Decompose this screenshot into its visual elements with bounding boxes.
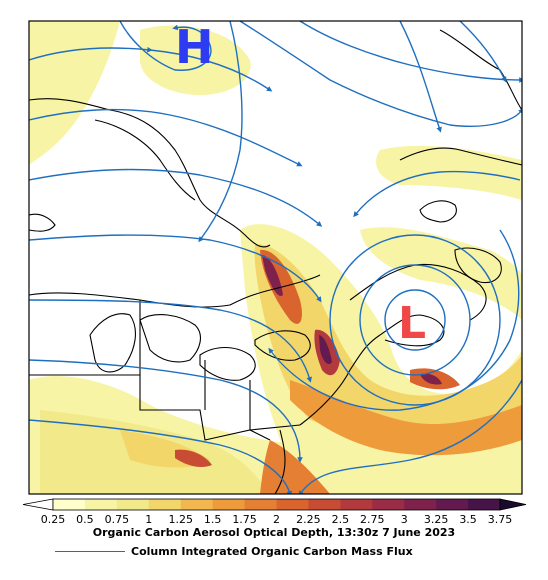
- high-pressure-label: H: [175, 20, 214, 74]
- streamline-legend-label: Column Integrated Organic Carbon Mass Fl…: [131, 544, 413, 558]
- colorbar-swatch: [276, 499, 309, 510]
- colorbar-swatch: [244, 499, 277, 510]
- colorbar-over-arrow: [499, 498, 527, 511]
- colorbar-swatch: [340, 499, 373, 510]
- colorbar-swatch: [84, 499, 118, 510]
- colorbar-tick-label: 1: [145, 513, 153, 526]
- colorbar-tick-label: 3: [400, 513, 408, 526]
- colorbar-swatch: [436, 499, 469, 510]
- colorbar-tick-label: 1.75: [232, 513, 257, 526]
- map-frame: [28, 20, 523, 495]
- colorbar-swatch: [116, 499, 150, 510]
- colorbar-tick-label: 3.25: [423, 513, 449, 526]
- colorbar-tick-label: 3.75: [487, 513, 513, 526]
- low-pressure-label: L: [398, 298, 426, 349]
- coastlines: [29, 29, 522, 494]
- colorbar-swatch: [308, 499, 341, 510]
- colorbar-tick-label: 1.5: [203, 513, 222, 526]
- colorbar: [22, 498, 527, 511]
- colorbar-tick-label: 2.75: [360, 513, 385, 526]
- colorbar-tick-label: 1.25: [168, 513, 193, 526]
- streamlines: [29, 21, 522, 494]
- colorbar-tick-label: 0.25: [40, 513, 66, 526]
- legend: Column Integrated Organic Carbon Mass Fl…: [55, 543, 413, 559]
- colorbar-swatch: [180, 499, 214, 510]
- streamline-legend-line: [55, 550, 125, 552]
- colorbar-title: Organic Carbon Aerosol Optical Depth, 13…: [92, 526, 456, 539]
- colorbar-under-arrow: [22, 498, 54, 511]
- colorbar-tick-label: 0.5: [76, 513, 94, 526]
- colorbar-tick-label: 2.25: [296, 513, 321, 526]
- colorbar-swatch: [372, 499, 405, 510]
- colorbar-swatch: [468, 499, 501, 510]
- colorbar-swatch: [53, 499, 86, 510]
- colorbar-swatch: [212, 499, 246, 510]
- colorbar-swatch: [404, 499, 437, 510]
- colorbar-tick-label: 2: [273, 513, 280, 526]
- colorbar-tick-label: 3.5: [459, 513, 477, 526]
- colorbar-swatch: [148, 499, 182, 510]
- colorbar-tick-label: 2.5: [331, 513, 350, 526]
- colorbar-frame: [52, 498, 501, 511]
- colorbar-tick-label: 0.75: [104, 513, 130, 526]
